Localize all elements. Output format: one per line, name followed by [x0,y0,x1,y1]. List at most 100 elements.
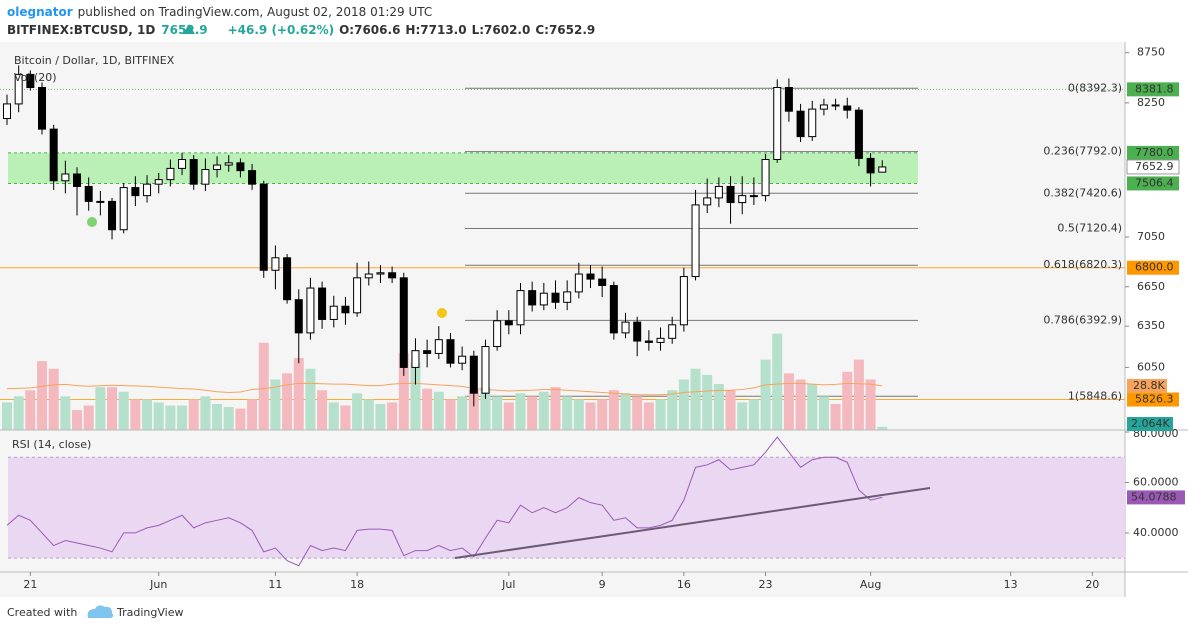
volume-bar [818,396,829,430]
candle-body [388,272,397,279]
candle-body [364,273,373,279]
price-label: 6800.0 [1135,261,1174,274]
volume-bar [632,396,643,430]
volume-bar [503,402,514,430]
rsi-value-box [1127,490,1185,505]
candle-body [329,305,338,320]
volume-bar [562,396,573,430]
price-label: 7652.9 [1135,160,1174,173]
rsi-line [6,436,883,567]
volume-bar [107,387,118,430]
candle-body [644,340,653,343]
candle-body [353,277,362,314]
volume-bar [643,402,654,430]
candle-body [411,350,420,368]
volume-bar [72,410,83,430]
volume-bar [597,399,608,430]
volume-bar [690,368,701,430]
rsi-trendline [454,487,931,559]
volume-bar [457,396,468,430]
x-tick-label: 20 [1085,578,1099,591]
candle-body [458,355,467,364]
candle-body [854,109,863,159]
candle-body [213,164,222,171]
candle-body [259,183,268,271]
candle-body [143,183,152,197]
volume-bar [620,393,631,430]
candle-body [481,346,490,394]
volume-bar [550,387,561,430]
candle-body [738,195,747,204]
volume-bar [2,402,13,430]
vol-ma-label: 28.8K [1133,379,1165,392]
published: published on TradingView.com, August 02,… [78,5,433,19]
fib-label: 0.382(7420.6) [1043,186,1122,199]
volume-bar [422,388,433,430]
volume-bar [37,361,48,430]
author[interactable]: olegnator [7,5,73,19]
candle-body [154,179,163,185]
footer-brand[interactable]: TradingView [116,606,183,619]
price-label-box [1127,145,1179,160]
volume-legend: Vol (20) [14,71,57,84]
fib-label: 0.618(6820.3) [1043,258,1122,271]
volume-bar [842,371,853,430]
candle-body [49,128,58,182]
candle-body [843,105,852,111]
volume-bar [83,405,94,430]
volume-ma [6,382,883,396]
tradingview-logo[interactable] [87,605,114,618]
volume-bar [410,362,421,430]
candle-body [469,355,478,394]
volume-bar [95,387,106,430]
volume-bar [212,403,223,430]
candle-body [306,287,315,334]
volume-bar [877,426,888,430]
x-tick-label: 13 [1004,578,1018,591]
volume-bar [772,333,783,430]
price-label-box [1127,260,1179,275]
candle-body [341,305,350,314]
candle-body [516,290,525,326]
volume-bar [352,393,363,430]
candle-body [399,277,408,368]
candle-body [294,299,303,334]
candle-body [866,157,875,174]
price-label-box [1126,159,1180,175]
volume-bar [433,391,444,430]
last-price: 7652.9 [161,23,207,37]
candle-body [224,162,233,166]
volume-bar [48,368,59,430]
candle-body [656,337,665,343]
price-label: 7780.0 [1135,146,1174,159]
candle-body [761,159,770,197]
price-label: 5826.3 [1135,393,1174,406]
candle-body [586,273,595,280]
candle-body [84,185,93,202]
volume-bar [445,399,456,430]
volume-bar [13,396,24,430]
volume-bar [270,379,281,430]
volume-label: 2.064K [1131,417,1170,430]
volume-bar [783,373,794,430]
candle-body [819,104,828,110]
chart-title: Bitcoin / Dollar, 1D, BITFINEX [14,54,175,67]
volume-bar [340,405,351,430]
fib-label: 0.5(7120.4) [1057,221,1122,234]
volume-bar [317,390,328,430]
candle-body [446,339,455,364]
volume-bar [398,353,409,430]
volume-bar [363,399,374,430]
volume-bar [573,399,584,430]
high: H:7713.0 [405,23,466,37]
volume-bar [305,368,316,430]
candle-body [808,108,817,138]
open: O:7606.6 [339,23,400,37]
candle-body [166,167,175,181]
volume-bar [807,384,818,430]
x-tick-label: Jul [501,578,515,591]
candle-body [633,321,642,342]
volume-bar [538,391,549,430]
candle-body [376,272,385,275]
